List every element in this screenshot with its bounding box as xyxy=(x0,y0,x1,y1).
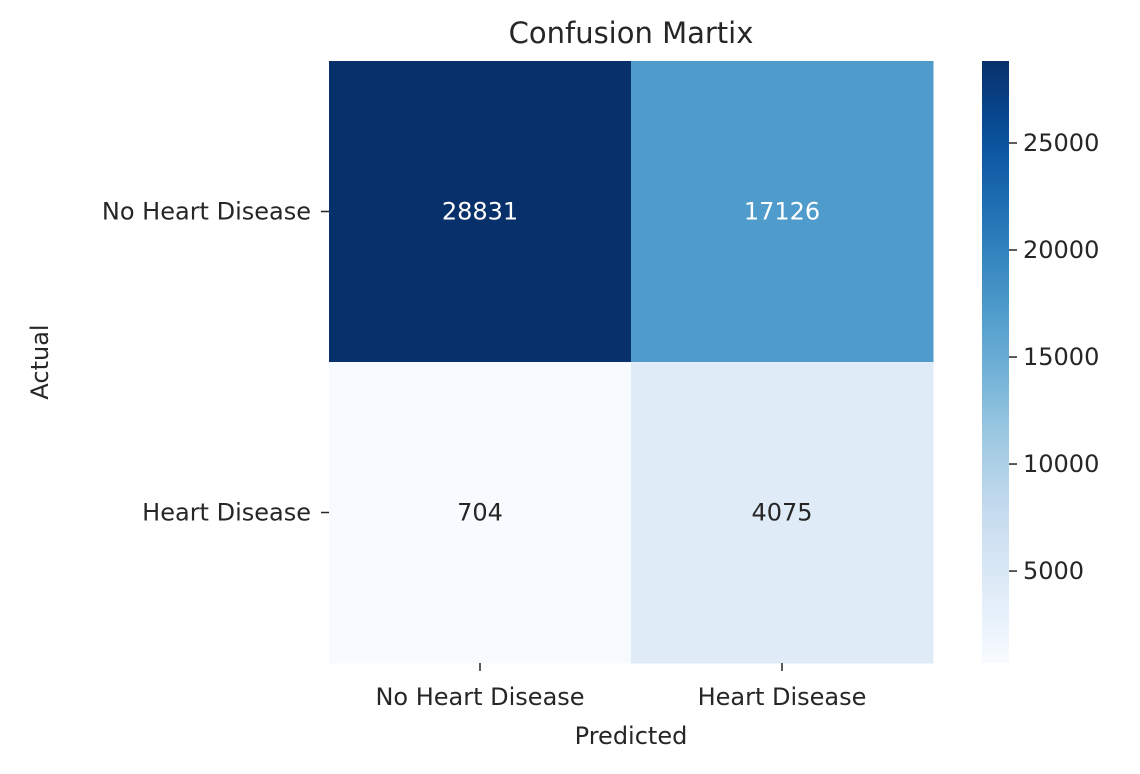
colorbar-tick-label: 25000 xyxy=(1023,129,1099,157)
y-axis-label: Actual xyxy=(26,324,54,399)
x-tick-label: No Heart Disease xyxy=(375,683,584,711)
x-tick-label: Heart Disease xyxy=(698,683,867,711)
colorbar-tick-label: 20000 xyxy=(1023,236,1099,264)
chart-title: Confusion Martix xyxy=(509,16,754,50)
heatmap-cell-labels: 28831 17126 704 4075 xyxy=(442,198,820,527)
y-tick-label: Heart Disease xyxy=(142,499,311,527)
heatmap-cell xyxy=(329,61,632,363)
heatmap-cell-value: 4075 xyxy=(751,499,812,527)
heatmap-cell-value: 17126 xyxy=(744,198,820,226)
heatmap-cell-value: 704 xyxy=(457,499,503,527)
x-axis-label: Predicted xyxy=(575,722,688,750)
colorbar-tick-label: 10000 xyxy=(1023,450,1099,478)
colorbar-ticks: 5000 10000 15000 20000 25000 xyxy=(1009,129,1099,585)
heatmap-cell xyxy=(631,362,934,664)
colorbar-tick-label: 15000 xyxy=(1023,343,1099,371)
heatmap-cell-value: 28831 xyxy=(442,198,518,226)
heatmap-cell xyxy=(329,362,632,664)
heatmap-cells xyxy=(329,61,934,664)
x-axis-ticks: No Heart Disease Heart Disease xyxy=(375,663,866,711)
y-axis-ticks: No Heart Disease Heart Disease xyxy=(102,198,329,527)
heatmap-cell xyxy=(631,61,934,363)
y-tick-label: No Heart Disease xyxy=(102,198,311,226)
colorbar xyxy=(982,61,1009,663)
colorbar-tick-label: 5000 xyxy=(1023,557,1084,585)
